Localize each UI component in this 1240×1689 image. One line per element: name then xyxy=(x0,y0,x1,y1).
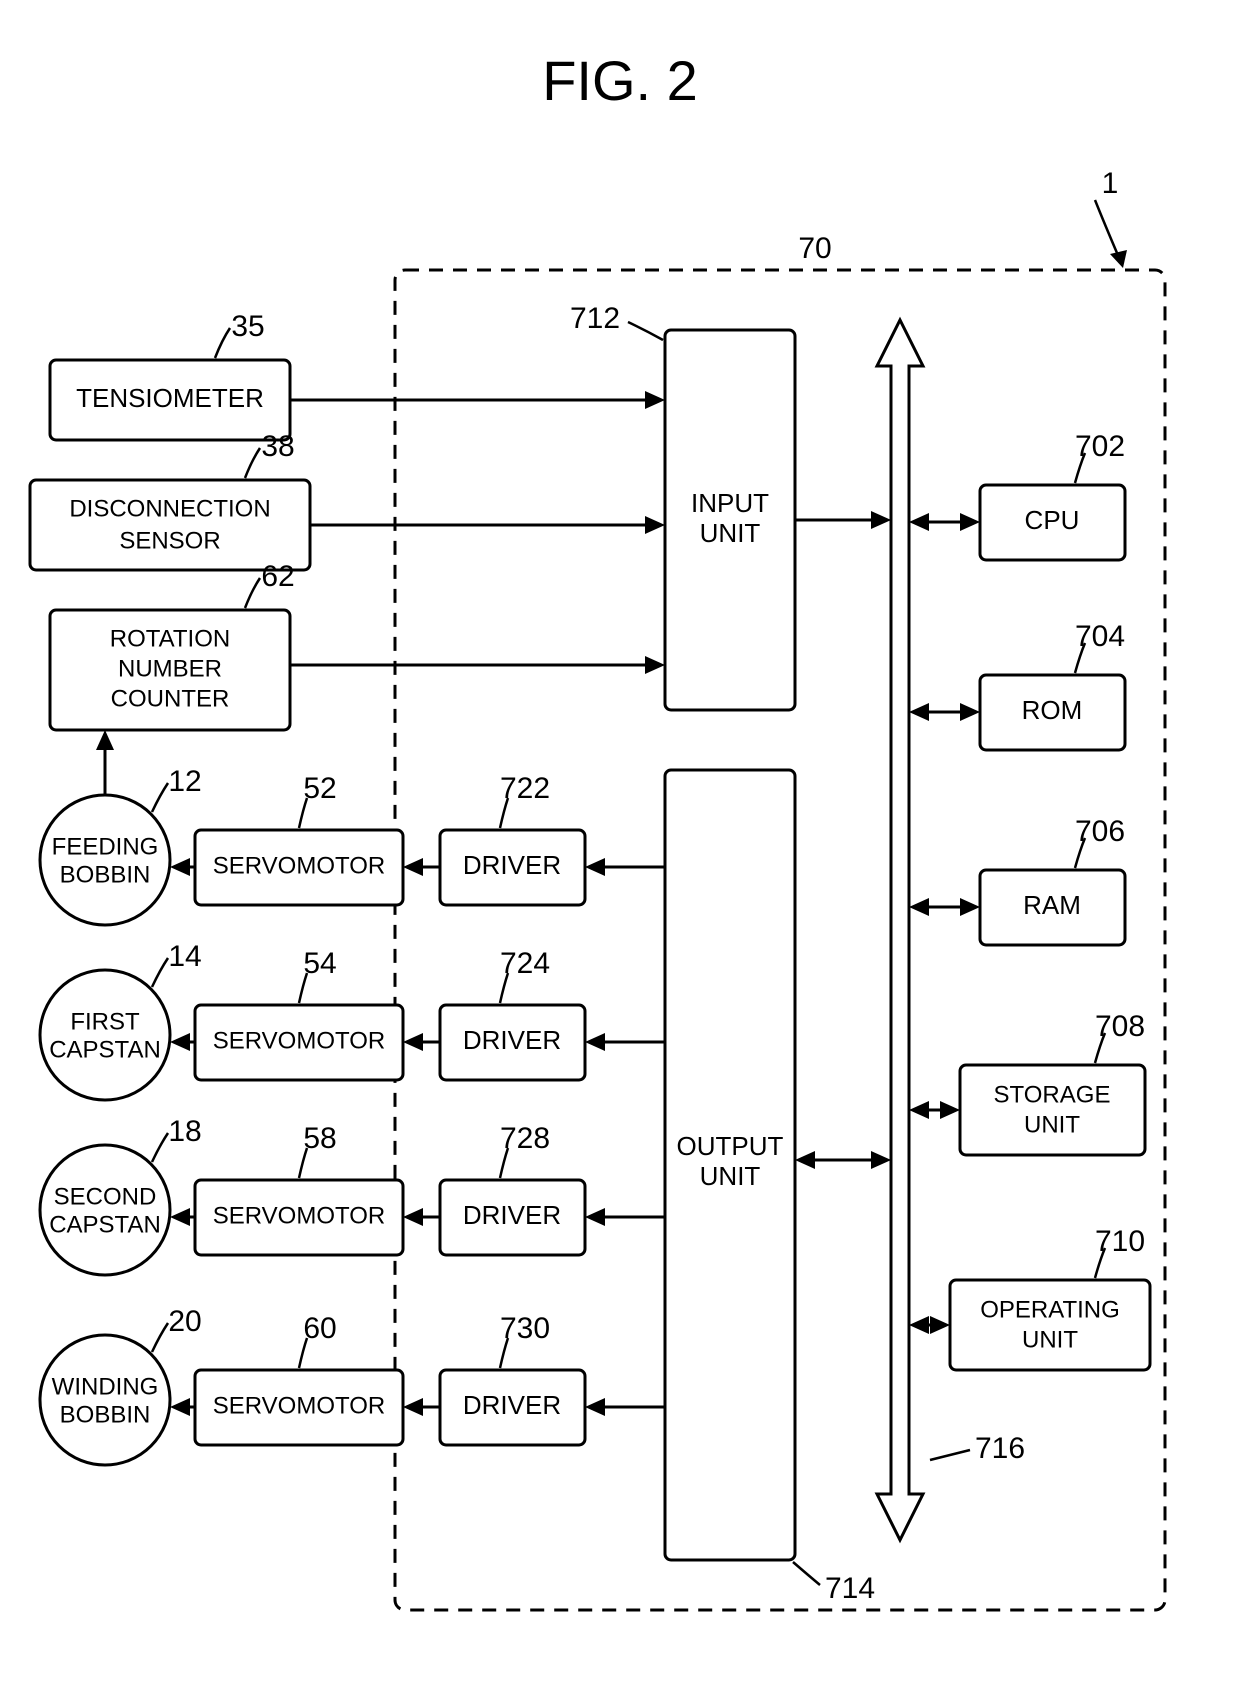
servo58-label: SERVOMOTOR xyxy=(213,1202,385,1229)
winding-bobbin-l2: BOBBIN xyxy=(60,1401,151,1428)
servo54-ref: 54 xyxy=(303,947,336,980)
arrow-output-driver730 xyxy=(585,1398,665,1416)
bus-ref-leader xyxy=(930,1450,970,1460)
disconnection-label-1: DISCONNECTION xyxy=(69,495,270,522)
driver728-ref: 728 xyxy=(500,1122,550,1155)
output-unit-l1: OUTPUT xyxy=(677,1131,784,1161)
tensiometer-label: TENSIOMETER xyxy=(76,383,264,413)
driver730-label: DRIVER xyxy=(463,1390,561,1420)
servo54-label: SERVOMOTOR xyxy=(213,1027,385,1054)
feeding-bobbin-l2: BOBBIN xyxy=(60,861,151,888)
operating-l2: UNIT xyxy=(1022,1326,1078,1353)
servo52-ref: 52 xyxy=(303,772,336,805)
output-unit-leader xyxy=(793,1562,820,1585)
arrow-bus-rom xyxy=(909,703,980,721)
arrow-driver724-servo54 xyxy=(403,1033,440,1051)
storage-box xyxy=(960,1065,1145,1155)
block-diagram: FIG. 2 70 1 716 TENSIOMETER 35 DISCONNEC… xyxy=(0,0,1240,1689)
operating-box xyxy=(950,1280,1150,1370)
arrow-servo52-feeding xyxy=(170,858,195,876)
cpu-label: CPU xyxy=(1025,505,1080,535)
servo60-label: SERVOMOTOR xyxy=(213,1392,385,1419)
arrow-input-bus xyxy=(795,511,891,529)
storage-l1: STORAGE xyxy=(994,1081,1111,1108)
second-capstan-l1: SECOND xyxy=(54,1183,157,1210)
first-capstan-leader xyxy=(152,958,168,987)
driver724-ref: 724 xyxy=(500,947,550,980)
arrow-feeding-rotcounter xyxy=(96,730,114,795)
rotcounter-label-3: COUNTER xyxy=(111,685,230,712)
storage-l2: UNIT xyxy=(1024,1111,1080,1138)
disconnection-box xyxy=(30,480,310,570)
arrow-rotcounter-input xyxy=(290,656,665,674)
tensiometer-ref: 35 xyxy=(231,310,264,343)
disconnection-leader xyxy=(245,448,260,478)
arrow-output-driver722 xyxy=(585,858,665,876)
winding-bobbin-l1: WINDING xyxy=(52,1373,159,1400)
ram-ref: 706 xyxy=(1075,815,1125,848)
arrow-disconnection-input xyxy=(310,516,665,534)
second-capstan-l2: CAPSTAN xyxy=(49,1211,161,1238)
arrow-driver730-servo60 xyxy=(403,1398,440,1416)
arrow-driver722-servo52 xyxy=(403,858,440,876)
arrow-output-driver724 xyxy=(585,1033,665,1051)
input-unit-ref: 712 xyxy=(570,302,620,335)
arrow-tensiometer-input xyxy=(290,391,665,409)
driver728-label: DRIVER xyxy=(463,1200,561,1230)
bus xyxy=(877,320,923,1540)
winding-ref: 20 xyxy=(168,1305,201,1338)
driver724-label: DRIVER xyxy=(463,1025,561,1055)
winding-leader xyxy=(152,1323,168,1352)
rom-ref: 704 xyxy=(1075,620,1125,653)
arrow-bus-storage xyxy=(909,1101,960,1119)
rom-label: ROM xyxy=(1022,695,1083,725)
arrow-bus-output xyxy=(795,1151,891,1169)
ram-label: RAM xyxy=(1023,890,1081,920)
output-unit-ref: 714 xyxy=(825,1572,875,1605)
disconnection-label-2: SENSOR xyxy=(119,527,220,554)
operating-ref: 710 xyxy=(1095,1225,1145,1258)
arrow-driver728-servo58 xyxy=(403,1208,440,1226)
second-capstan-ref: 18 xyxy=(168,1115,201,1148)
arrow-bus-ram xyxy=(909,898,980,916)
arrow-servo54-first xyxy=(170,1033,195,1051)
bus-ref: 716 xyxy=(975,1432,1025,1465)
rotcounter-ref: 62 xyxy=(261,560,294,593)
feeding-bobbin-l1: FEEDING xyxy=(52,833,159,860)
cpu-ref: 702 xyxy=(1075,430,1125,463)
arrow-servo60-winding xyxy=(170,1398,195,1416)
input-unit-l1: INPUT xyxy=(691,488,769,518)
driver722-label: DRIVER xyxy=(463,850,561,880)
system-ref: 1 xyxy=(1102,167,1119,200)
input-unit-l2: UNIT xyxy=(700,518,761,548)
arrow-servo58-second xyxy=(170,1208,195,1226)
figure-title: FIG. 2 xyxy=(542,49,698,112)
disconnection-ref: 38 xyxy=(261,430,294,463)
operating-l1: OPERATING xyxy=(980,1296,1120,1323)
storage-ref: 708 xyxy=(1095,1010,1145,1043)
servo58-ref: 58 xyxy=(303,1122,336,1155)
driver722-ref: 722 xyxy=(500,772,550,805)
rotcounter-label-2: NUMBER xyxy=(118,655,222,682)
system-ref-arrow xyxy=(1110,250,1127,268)
rotcounter-label-1: ROTATION xyxy=(110,625,230,652)
rotcounter-leader xyxy=(245,578,260,608)
first-capstan-ref: 14 xyxy=(168,940,201,973)
first-capstan-l2: CAPSTAN xyxy=(49,1036,161,1063)
feeding-ref: 12 xyxy=(168,765,201,798)
second-capstan-leader xyxy=(152,1133,168,1162)
arrow-output-driver728 xyxy=(585,1208,665,1226)
feeding-leader xyxy=(152,783,168,812)
servo60-ref: 60 xyxy=(303,1312,336,1345)
servo52-label: SERVOMOTOR xyxy=(213,852,385,879)
arrow-bus-cpu xyxy=(909,513,980,531)
input-unit-leader xyxy=(628,322,663,340)
first-capstan-l1: FIRST xyxy=(70,1008,140,1035)
driver730-ref: 730 xyxy=(500,1312,550,1345)
system-ref-leader xyxy=(1095,200,1120,260)
output-unit-l2: UNIT xyxy=(700,1161,761,1191)
arrow-bus-operating xyxy=(909,1316,950,1334)
tensiometer-leader xyxy=(215,328,230,358)
boundary-ref: 70 xyxy=(798,232,831,265)
